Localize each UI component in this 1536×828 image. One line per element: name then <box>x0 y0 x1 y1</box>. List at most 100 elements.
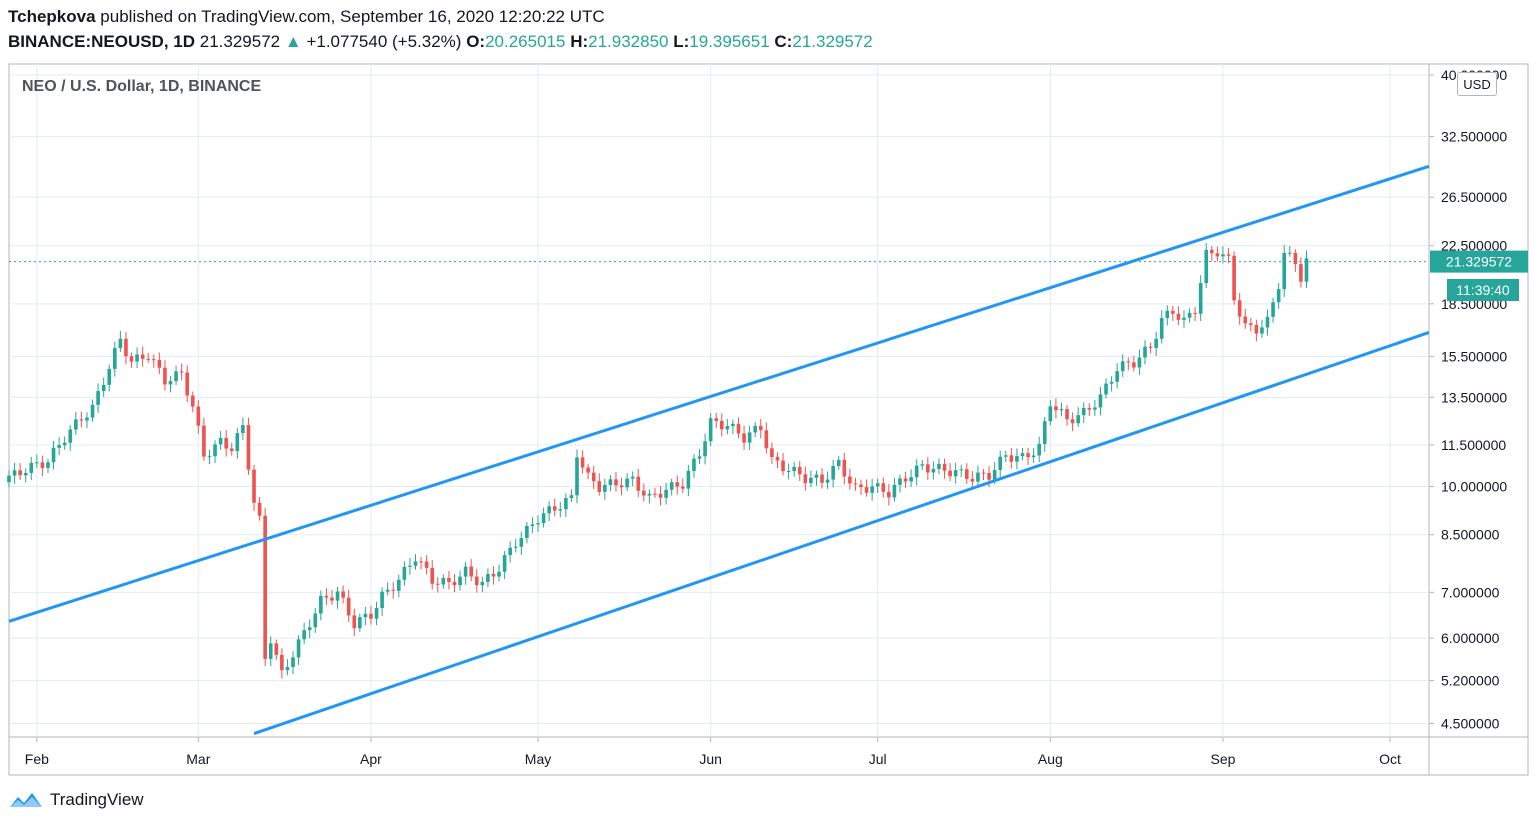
y-tick-label: 8.500000 <box>1441 527 1500 543</box>
candle-body <box>831 465 835 480</box>
candle-body <box>146 358 151 360</box>
candle-body <box>742 433 746 443</box>
candle-body <box>51 447 56 463</box>
candle-body <box>268 643 273 659</box>
candle-body <box>870 486 874 493</box>
candle-body <box>1165 310 1170 319</box>
candle-body <box>335 591 340 601</box>
candle-body <box>224 438 228 449</box>
candle-body <box>725 426 730 430</box>
candle-body <box>135 354 139 362</box>
channel-line-lower[interactable] <box>253 331 1430 735</box>
candle-body <box>1304 258 1309 282</box>
candle-body <box>513 546 518 548</box>
time-scale[interactable]: Feb Mar Apr May Jun Jul Aug Sep Oct <box>25 737 1401 767</box>
price-change: +1.077540 (+5.32%) <box>306 32 462 51</box>
candle-body <box>7 475 11 483</box>
candle-body <box>931 469 936 473</box>
x-tick-label: Jul <box>869 751 887 767</box>
candle-body <box>981 472 986 474</box>
last-price-tag: 21.329572 <box>1430 250 1528 273</box>
candle-body <box>1248 323 1253 325</box>
candle-body <box>107 368 112 385</box>
currency-badge[interactable]: USD <box>1457 72 1497 96</box>
candle-body <box>686 470 691 489</box>
candle-body <box>402 566 407 580</box>
candle-body <box>463 566 468 577</box>
candle-body <box>352 615 357 629</box>
candle-body <box>586 467 590 473</box>
candle-body <box>185 372 190 396</box>
candle-body <box>419 561 423 563</box>
candle-body <box>764 430 769 449</box>
candle-body <box>502 555 507 572</box>
y-tick-label: 6.000000 <box>1441 630 1500 646</box>
candle-body <box>486 574 490 582</box>
candle-body <box>324 595 329 598</box>
candle-body <box>23 472 28 476</box>
low-value: 19.395651 <box>689 32 770 51</box>
candle-body <box>859 484 863 488</box>
candle-body <box>430 567 435 584</box>
candle-body <box>758 425 763 431</box>
y-tick-label: 13.500000 <box>1441 389 1507 405</box>
candle-body <box>358 617 362 629</box>
candle-body <box>1109 381 1114 384</box>
countdown-text: 11:39:40 <box>1456 282 1510 298</box>
candle-body <box>814 474 819 478</box>
candle-body <box>218 438 223 445</box>
candle-body <box>619 485 624 488</box>
candle-body <box>1276 289 1281 303</box>
candle-body <box>1193 312 1197 314</box>
candle-body <box>447 578 451 582</box>
candle-body <box>881 483 886 492</box>
candle-body <box>1009 455 1014 462</box>
chart-title: NEO / U.S. Dollar, 1D, BINANCE <box>22 78 261 95</box>
candle-body <box>1081 407 1086 416</box>
candle-body <box>452 581 457 586</box>
candle-body <box>842 459 847 477</box>
candle-body <box>12 470 17 476</box>
candle-body <box>408 565 412 567</box>
footer-brand[interactable]: TradingView <box>8 790 144 810</box>
candle-body <box>257 502 262 516</box>
candle-body <box>825 479 830 483</box>
candle-body <box>1215 253 1220 257</box>
x-tick-label: Aug <box>1038 751 1063 767</box>
candle-body <box>903 478 908 482</box>
candle-body <box>1042 421 1047 444</box>
candle-body <box>229 448 234 452</box>
candle-body <box>1065 409 1069 420</box>
countdown-tag: 11:39:40 <box>1447 279 1519 301</box>
candle-body <box>124 338 128 357</box>
candle-body <box>747 432 752 443</box>
candle-body <box>1143 346 1147 358</box>
high-label: H: <box>570 32 589 51</box>
channel-lines[interactable] <box>8 164 1430 735</box>
candle-body <box>46 462 50 468</box>
candle-body <box>864 487 869 493</box>
price-scale[interactable]: 4.500000 5.200000 6.000000 7.000000 8.500000… <box>1429 67 1507 732</box>
candle-body <box>129 356 134 362</box>
publish-info: Tchepkova published on TradingView.com, … <box>8 7 605 27</box>
candle-body <box>976 472 980 482</box>
channel-line-upper[interactable] <box>8 164 1430 623</box>
last-price-tag-text: 21.329572 <box>1446 254 1512 270</box>
candle-body <box>714 418 719 421</box>
up-triangle-icon: ▲ <box>284 32 302 51</box>
published-text: published on TradingView.com, September … <box>100 7 605 26</box>
candle-body <box>163 367 167 385</box>
candle-body <box>1048 406 1053 422</box>
candle-body <box>1226 254 1231 256</box>
candle-body <box>1137 357 1142 368</box>
candle-body <box>797 466 802 475</box>
candle-body <box>369 613 373 619</box>
grid-lines <box>9 64 1429 737</box>
y-tick-label: 26.500000 <box>1441 189 1507 205</box>
candle-body <box>964 469 969 479</box>
candle-body <box>1243 316 1248 324</box>
x-tick-label: Sep <box>1210 751 1235 767</box>
candle-body <box>937 463 941 470</box>
candle-body <box>680 486 685 489</box>
